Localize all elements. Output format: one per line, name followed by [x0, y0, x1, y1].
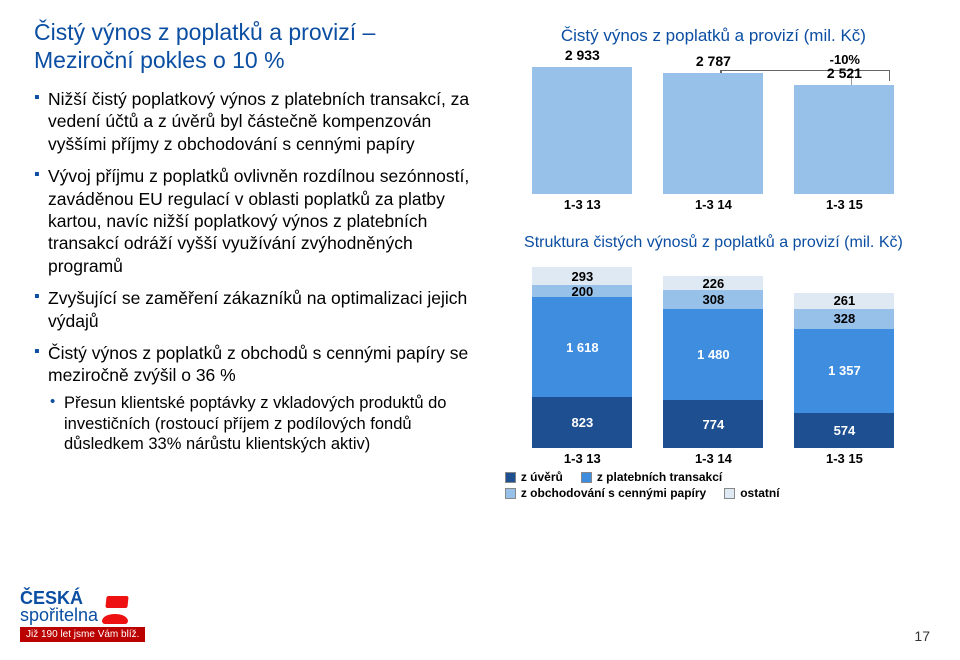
legend-item: z úvěrů [505, 470, 563, 484]
bar-segment: 261 [794, 293, 894, 309]
legend-label: z platebních transakcí [597, 470, 722, 484]
title-line-2: Meziroční pokles o 10 % [34, 47, 285, 73]
bar-segment: 328 [794, 309, 894, 329]
bar-segment: 226 [663, 276, 763, 290]
bar-segment: 200 [532, 285, 632, 297]
bar: 2 521 [794, 85, 894, 194]
bullet-list: Nižší čistý poplatkový výnos z platebníc… [34, 88, 489, 455]
x-axis-label: 1-3 15 [794, 451, 894, 466]
chart1: -10% 2 9332 7872 521 1-3 131-3 141-3 15 [497, 54, 930, 224]
stacked-bar: 7741 480308226 [663, 276, 763, 448]
bullet-item: Nižší čistý poplatkový výnos z platebníc… [34, 88, 489, 155]
bullet-text: Čistý výnos z poplatků z obchodů s cenný… [48, 343, 468, 385]
sub-bullet-list: Přesun klientské poptávky z vkladových p… [48, 393, 489, 455]
chart2-title: Struktura čistých výnosů z poplatků a pr… [497, 234, 930, 252]
slide: Čistý výnos z poplatků a provizí – Mezir… [0, 0, 960, 502]
stacked-bar: 8231 618200293 [532, 267, 632, 448]
legend-swatch [581, 472, 592, 483]
bullet-item: Čistý výnos z poplatků z obchodů s cenný… [34, 342, 489, 455]
x-axis-label: 1-3 13 [532, 197, 632, 212]
legend-item: z obchodování s cennými papíry [505, 486, 706, 500]
bar: 2 933 [532, 67, 632, 194]
x-axis-label: 1-3 14 [663, 197, 763, 212]
text-column: Čistý výnos z poplatků a provizí – Mezir… [34, 18, 497, 502]
bar-segment: 308 [663, 290, 763, 309]
legend: z úvěrů z platebních transakcí z obchodová… [497, 466, 930, 502]
brand-logo: ČESKÁ spořitelna Již 190 let jsme Vám bl… [20, 590, 145, 642]
bar-value-label: 2 521 [794, 65, 894, 81]
bullet-item: Zvyšující se zaměření zákazníků na optim… [34, 287, 489, 332]
legend-label: z obchodování s cennými papíry [521, 486, 706, 500]
chart1-title: Čistý výnos z poplatků a provizí (mil. K… [497, 26, 930, 46]
legend-item: ostatní [724, 486, 779, 500]
title-line-1: Čistý výnos z poplatků a provizí – [34, 19, 375, 45]
stacked-bar: 5741 357328261 [794, 293, 894, 448]
logo-mark-icon [102, 594, 134, 624]
sub-bullet-item: Přesun klientské poptávky z vkladových p… [48, 393, 489, 455]
legend-label: ostatní [740, 486, 779, 500]
legend-swatch [505, 472, 516, 483]
bar-segment: 1 618 [532, 297, 632, 397]
x-axis-label: 1-3 14 [663, 451, 763, 466]
bar-segment: 574 [794, 413, 894, 448]
bar: 2 787 [663, 73, 763, 194]
brand-tagline: Již 190 let jsme Vám blíž. [20, 627, 145, 642]
x-axis-label: 1-3 15 [794, 197, 894, 212]
legend-item: z platebních transakcí [581, 470, 722, 484]
bullet-item: Vývoj příjmu z poplatků ovlivněn rozdíln… [34, 165, 489, 277]
chart-column: Čistý výnos z poplatků a provizí (mil. K… [497, 18, 930, 502]
bar-segment: 1 357 [794, 329, 894, 413]
chart2: 8231 6182002937741 4803082265741 3573282… [497, 258, 930, 502]
bar-segment: 293 [532, 267, 632, 285]
slide-title: Čistý výnos z poplatků a provizí – Mezir… [34, 18, 489, 74]
page-number: 17 [914, 628, 930, 644]
legend-swatch [724, 488, 735, 499]
legend-swatch [505, 488, 516, 499]
bar-value-label: 2 787 [663, 53, 763, 69]
brand-line-2: spořitelna [20, 607, 98, 624]
x-axis-label: 1-3 13 [532, 451, 632, 466]
bar-value-label: 2 933 [532, 47, 632, 63]
bar-segment: 823 [532, 397, 632, 448]
bar-segment: 1 480 [663, 309, 763, 400]
legend-label: z úvěrů [521, 470, 563, 484]
bar-segment: 774 [663, 400, 763, 448]
